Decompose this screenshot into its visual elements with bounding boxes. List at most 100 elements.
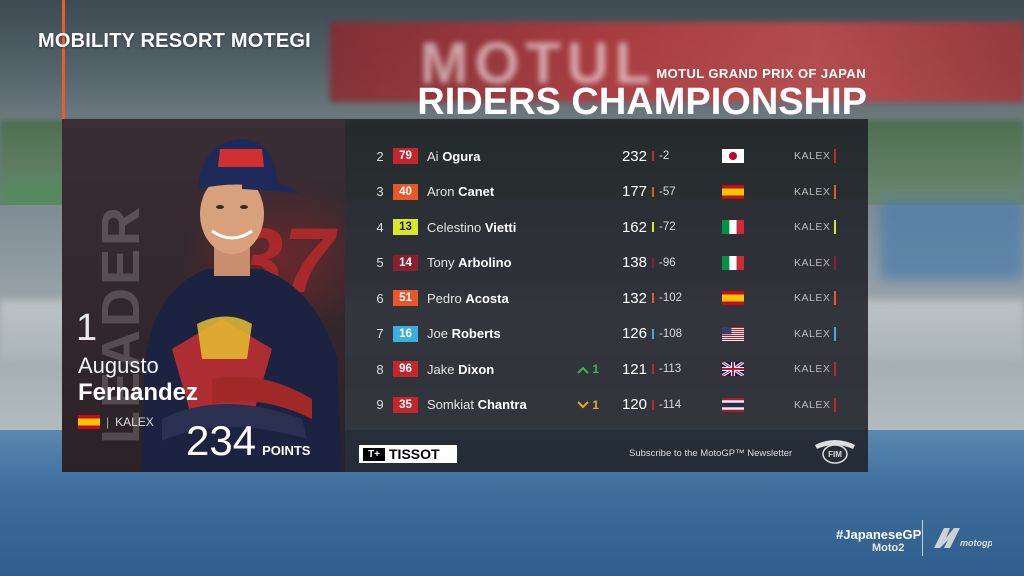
rider-last-name: Dixon [458, 361, 495, 377]
rider-number-badge: 35 [393, 396, 418, 413]
standings-row: 7 16 Joe Roberts 126 -108 KALEX [345, 316, 868, 352]
hashtag: #JapaneseGP [836, 527, 922, 542]
rider-position: 3 [376, 184, 384, 199]
points-gap: -113 [659, 363, 682, 375]
tissot-wordmark: TISSOT [389, 446, 440, 462]
rider-name: Tony Arbolino [427, 255, 512, 270]
fim-logo-icon: FIM [815, 440, 855, 464]
rider-first-name: Tony [427, 255, 455, 270]
rider-position: 7 [376, 326, 384, 341]
grand-prix-name: MOTUL GRAND PRIX OF JAPAN [656, 66, 866, 81]
rider-points: 162 [621, 218, 647, 236]
usa-flag-icon [722, 326, 744, 341]
leader-card: 37 LEADER 1 Augusto Fernandez | KALEX 23… [62, 119, 345, 472]
rider-photo [142, 139, 342, 472]
rider-first-name: Joe [427, 326, 448, 341]
rider-team: KALEX [794, 363, 831, 375]
rider-position: 6 [376, 290, 384, 306]
rider-position: 9 [376, 397, 384, 412]
rider-first-name: Pedro [427, 290, 462, 306]
team-color-bar [834, 291, 836, 305]
position-change-value: 1 [592, 397, 600, 412]
leader-team-info: | KALEX [78, 415, 154, 429]
team-color-tick [652, 399, 654, 410]
rider-name: Joe Roberts [427, 326, 501, 341]
arrow-up-icon [577, 362, 589, 376]
venue-name: MOBILITY RESORT MOTEGI [38, 30, 311, 52]
spain-flag-icon [722, 291, 744, 305]
team-color-bar [834, 149, 836, 163]
italy-flag-icon [722, 255, 744, 270]
brand-divider [922, 520, 923, 556]
page-title: RIDERS CHAMPIONSHIP [417, 81, 867, 123]
rider-first-name: Somkiat [427, 397, 474, 412]
rider-name: Somkiat Chantra [427, 397, 527, 412]
team-color-bar [834, 397, 836, 412]
rider-team: KALEX [794, 221, 831, 233]
rider-position: 8 [376, 361, 384, 377]
thailand-flag-icon [722, 397, 744, 412]
team-color-bar [834, 220, 836, 234]
points-gap: -72 [659, 221, 676, 233]
points-gap: -102 [659, 292, 683, 304]
team-color-tick [652, 328, 654, 339]
rider-last-name: Roberts [451, 326, 501, 341]
rider-number-badge: 16 [393, 325, 418, 342]
svg-text:motogp: motogp [960, 538, 992, 548]
position-change-value: 1 [592, 362, 600, 376]
points-gap: -114 [659, 398, 682, 411]
points-gap: -108 [659, 327, 683, 340]
tissot-mark-icon: T+ [363, 447, 385, 461]
rider-team: KALEX [794, 256, 831, 269]
leader-first-name: Augusto [78, 353, 159, 378]
japan-flag-icon [722, 149, 744, 163]
points-gap: -2 [659, 150, 670, 162]
rider-points: 132 [621, 289, 647, 307]
points-gap: -96 [659, 256, 676, 269]
rider-position: 2 [376, 148, 384, 164]
team-color-bar [834, 255, 836, 270]
team-color-tick [652, 257, 654, 268]
rider-points: 121 [621, 360, 647, 378]
rider-last-name: Arbolino [458, 255, 512, 270]
standings-panel: 2 79 Ai Ogura 232 -2 KALEX 3 40 Aron Canet 177 -57… [345, 119, 868, 472]
rider-points: 126 [621, 325, 647, 342]
rider-team: KALEX [794, 327, 831, 340]
background-banner-text: MOTUL [420, 31, 657, 96]
standings-row: 9 35 Somkiat Chantra 1 120 -114 KALEX [345, 387, 868, 423]
uk-flag-icon [722, 362, 744, 376]
newsletter-link[interactable]: Subscribe to the MotoGP™ Newsletter [629, 448, 793, 459]
leader-points-value: 234 [186, 417, 257, 464]
category-label: Moto2 [872, 542, 905, 554]
rider-position: 4 [376, 219, 384, 235]
rider-team: KALEX [794, 150, 831, 162]
rider-position: 5 [376, 255, 384, 270]
rider-points: 120 [621, 396, 647, 413]
rider-name: Celestino Vietti [427, 220, 516, 235]
team-color-bar [834, 184, 836, 199]
rider-number-badge: 14 [393, 254, 418, 271]
tissot-logo: T+ TISSOT [359, 445, 457, 463]
team-color-tick [652, 364, 654, 374]
leader-last-name: Fernandez [78, 379, 199, 406]
spain-flag-icon [722, 184, 744, 199]
italy-flag-icon [722, 220, 744, 234]
rider-team: KALEX [794, 398, 831, 411]
rider-last-name: Chantra [477, 397, 527, 412]
team-color-tick [652, 186, 654, 197]
position-change: 1 [577, 398, 599, 412]
leader-position: 1 [76, 307, 98, 349]
rider-number-badge: 51 [393, 290, 418, 306]
rider-last-name: Canet [458, 184, 495, 199]
team-color-tick [652, 151, 654, 161]
rider-last-name: Vietti [484, 219, 517, 235]
rider-number-badge: 13 [393, 219, 418, 235]
team-color-tick [652, 222, 654, 232]
standings-row: 8 96 Jake Dixon 1 121 -113 KALEX [345, 351, 868, 387]
standings-row: 5 14 Tony Arbolino 138 -96 KALEX [345, 245, 868, 281]
motogp-logo-icon: motogp [934, 528, 992, 548]
rider-name: Jake Dixon [427, 362, 494, 377]
rider-first-name: Ai [427, 148, 439, 164]
rider-team: KALEX [794, 292, 831, 304]
rider-team: KALEX [794, 185, 831, 198]
